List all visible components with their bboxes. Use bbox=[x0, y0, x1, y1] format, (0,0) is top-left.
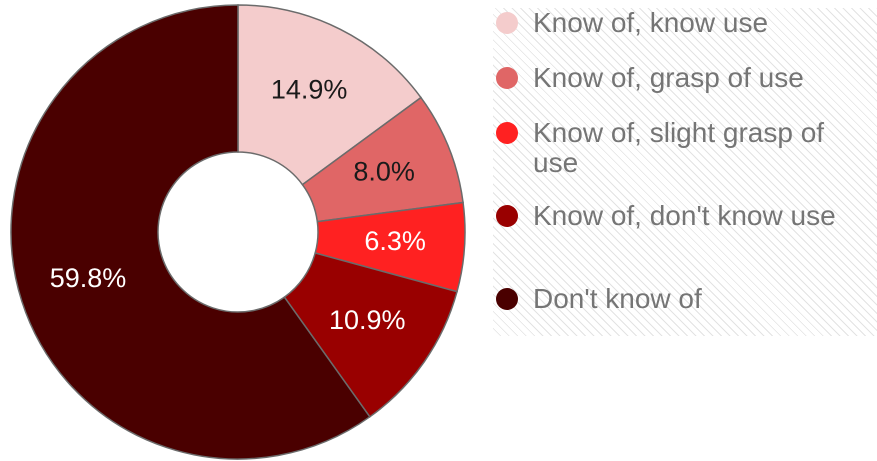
legend-label: Know of, grasp of use bbox=[533, 62, 804, 93]
slice-data-label: 8.0% bbox=[353, 156, 415, 186]
legend: Know of, know use Know of, grasp of use … bbox=[493, 8, 877, 336]
donut-slice[interactable] bbox=[237, 4, 422, 186]
donut-slice[interactable] bbox=[283, 252, 458, 418]
legend-swatch bbox=[496, 67, 518, 89]
legend-swatch bbox=[496, 205, 518, 227]
donut-chart: 14.9% 8.0% 6.3% 10.9% 59.8% bbox=[10, 4, 466, 460]
slice-data-label: 10.9% bbox=[329, 305, 406, 335]
donut-slice[interactable] bbox=[10, 4, 371, 460]
legend-label: Don't know of bbox=[533, 283, 702, 314]
legend-swatch bbox=[496, 122, 518, 144]
slice-data-label: 6.3% bbox=[364, 226, 426, 256]
slice-data-label: 59.8% bbox=[50, 263, 127, 293]
legend-swatch bbox=[496, 12, 518, 34]
legend-swatch bbox=[496, 288, 518, 310]
legend-label: Know of, don't know use bbox=[533, 200, 836, 231]
legend-label: Know of, know use bbox=[533, 7, 769, 38]
slice-data-label: 14.9% bbox=[271, 75, 348, 105]
legend-label: Know of, slight grasp of use bbox=[533, 117, 825, 178]
